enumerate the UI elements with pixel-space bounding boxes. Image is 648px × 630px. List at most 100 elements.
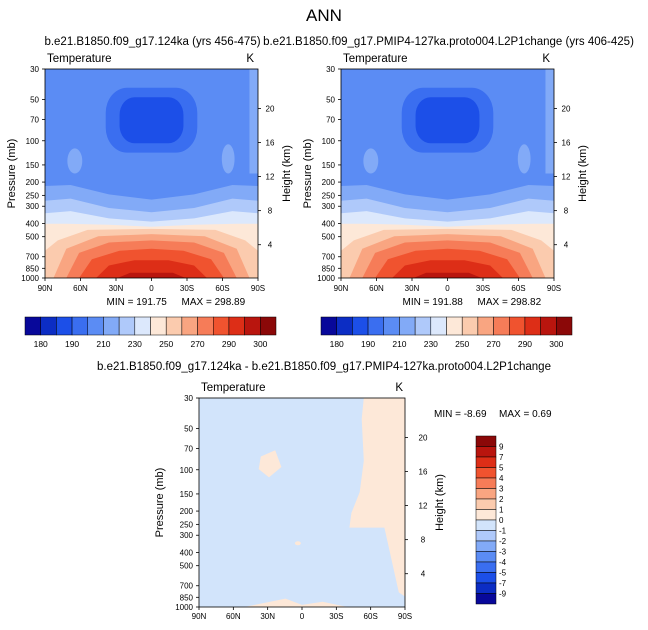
temperature-panel-124ka: b.e21.B1850.f09_g17.124ka (yrs 456-475) T… — [6, 36, 293, 349]
y-tick-label: 200 — [26, 178, 40, 187]
y-tick-label: 300 — [26, 202, 40, 211]
positive-region — [244, 598, 348, 607]
y-tick-label: 100 — [26, 137, 40, 146]
colorbar-label: 5 — [499, 464, 504, 473]
contour-field — [45, 69, 258, 278]
y-tick-label: 400 — [180, 548, 194, 557]
height-tick-label: 16 — [562, 139, 571, 148]
max-label: MAX = 298.82 — [478, 297, 542, 308]
min-label: MIN = -8.69 — [434, 409, 487, 420]
colorbar-label: 180 — [34, 339, 48, 349]
x-tick-label: 90N — [192, 612, 207, 621]
cold-pool-inner — [415, 97, 480, 144]
y-axis-label: Pressure (mb) — [154, 468, 166, 538]
contour-field — [341, 69, 554, 278]
colorbar-swatch — [24, 316, 41, 336]
x-tick-label: 30S — [476, 284, 490, 293]
colorbar-label: -7 — [499, 579, 507, 588]
units-label: K — [395, 382, 403, 394]
colorbar-swatch — [56, 316, 73, 336]
height-tick-label: 8 — [268, 207, 273, 216]
colorbar-swatch — [244, 316, 261, 336]
colorbar-swatch — [475, 435, 497, 447]
y-axis-label-right: Height (km) — [281, 145, 293, 202]
edge-band — [249, 69, 258, 174]
colorbar-label: 250 — [455, 339, 469, 349]
colorbar-swatch — [165, 316, 183, 336]
x-tick-label: 60S — [215, 284, 229, 293]
contour-band — [392, 260, 503, 278]
variable-label: Temperature — [343, 53, 408, 65]
colorbar-swatch — [430, 316, 447, 336]
max-label: MAX = 0.69 — [499, 409, 552, 420]
y-tick-label: 30 — [184, 394, 193, 403]
colorbar-label: 190 — [65, 339, 79, 349]
colorbar-swatch — [475, 593, 497, 605]
colorbar-swatch — [556, 316, 573, 336]
x-tick-label: 0 — [445, 284, 450, 293]
colorbar-swatch — [40, 316, 57, 336]
page-title: ANN — [306, 6, 342, 25]
edge-band — [545, 69, 554, 174]
colorbar-label: 3 — [499, 485, 504, 494]
colorbar-swatch — [475, 551, 497, 563]
height-tick-label: 16 — [266, 139, 275, 148]
colorbar-label: 290 — [222, 339, 236, 349]
x-tick-label: 90N — [38, 284, 53, 293]
colorbar-label: 270 — [486, 339, 500, 349]
panel-title: b.e21.B1850.f09_g17.124ka (yrs 456-475) — [44, 36, 260, 48]
colorbar-label: 230 — [424, 339, 438, 349]
x-tick-label: 30N — [405, 284, 420, 293]
y-tick-label: 850 — [26, 264, 40, 273]
colorbar-label: -3 — [499, 548, 507, 557]
colorbar-swatch — [228, 316, 245, 336]
y-tick-label: 70 — [184, 445, 193, 454]
colorbar-swatch — [475, 456, 497, 468]
colorbar-swatch — [352, 316, 369, 336]
x-tick-label: 60S — [511, 284, 525, 293]
y-axis-label-right: Height (km) — [434, 474, 446, 531]
units-label: K — [246, 53, 254, 65]
y-tick-label: 500 — [180, 562, 194, 571]
y-tick-label: 400 — [26, 219, 40, 228]
colorbar-label: 250 — [159, 339, 173, 349]
colorbar-swatch — [197, 316, 214, 336]
y-tick-label: 200 — [322, 178, 336, 187]
colorbar-swatch — [475, 561, 497, 573]
y-tick-label: 850 — [322, 264, 336, 273]
units-label: K — [542, 53, 550, 65]
colorbar-swatch — [475, 446, 497, 458]
y-tick-label: 300 — [322, 202, 336, 211]
y-tick-label: 50 — [30, 95, 39, 104]
colorbar-swatch — [336, 316, 353, 336]
colorbar-swatch — [367, 316, 384, 336]
y-tick-label: 30 — [30, 65, 39, 74]
colorbar-label: -2 — [499, 537, 507, 546]
colorbar-swatch — [71, 316, 88, 336]
contour-band — [96, 260, 207, 278]
height-tick-label: 20 — [266, 104, 275, 113]
colorbar-label: 210 — [392, 339, 406, 349]
y-tick-label: 250 — [26, 191, 40, 200]
colorbar-swatch — [260, 316, 277, 336]
y-tick-label: 250 — [180, 520, 194, 529]
height-tick-label: 12 — [419, 502, 428, 511]
x-tick-label: 30N — [260, 612, 275, 621]
x-tick-label: 60N — [369, 284, 384, 293]
colorbar-swatch — [118, 316, 136, 336]
colorbar-label: 230 — [128, 339, 142, 349]
y-tick-label: 700 — [26, 253, 40, 262]
colorbar-swatch — [399, 316, 416, 336]
warm-patch — [517, 144, 531, 174]
cold-pool-inner — [119, 97, 184, 144]
colorbar-swatch — [475, 519, 497, 531]
y-tick-label: 1000 — [317, 274, 335, 283]
y-tick-label: 300 — [180, 531, 194, 540]
max-label: MAX = 298.89 — [182, 297, 246, 308]
colorbar-swatch — [87, 316, 104, 336]
y-tick-label: 500 — [26, 233, 40, 242]
colorbar-swatch — [475, 488, 497, 500]
panel-title: b.e21.B1850.f09_g17.124ka - b.e21.B1850.… — [97, 361, 551, 373]
colorbar-swatch — [475, 540, 497, 552]
